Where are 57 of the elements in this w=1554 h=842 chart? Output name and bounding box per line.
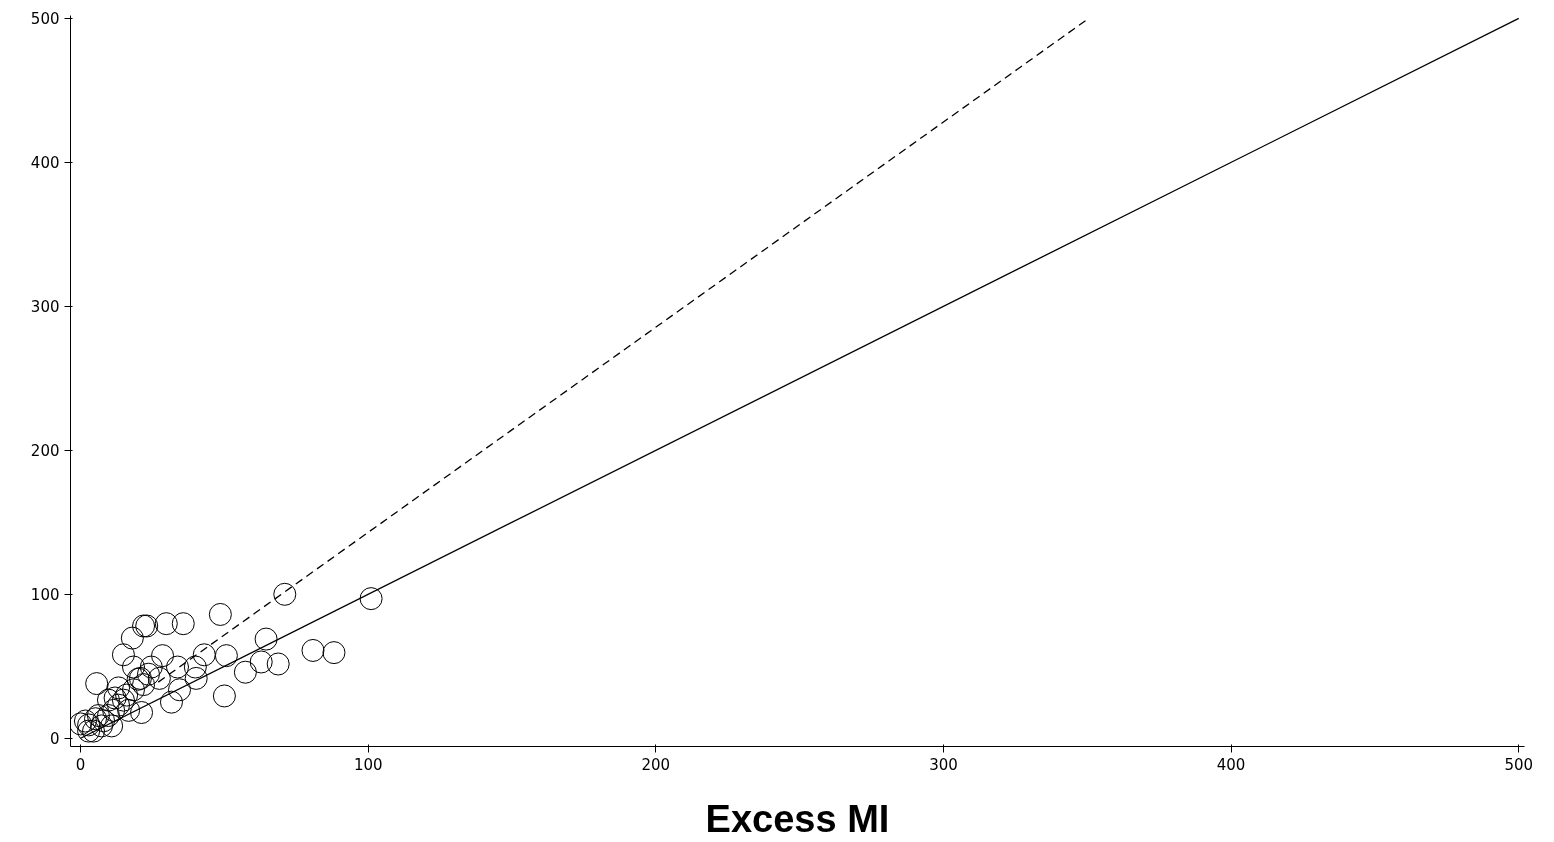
x-tick-label: 400: [1216, 755, 1246, 774]
y-tick-label: 100: [30, 586, 60, 605]
y-tick-label: 300: [30, 298, 60, 317]
point: [359, 587, 383, 611]
y-tick-label: 500: [30, 10, 60, 29]
point: [90, 714, 114, 738]
point: [82, 719, 106, 743]
point: [147, 666, 171, 690]
point: [121, 655, 145, 679]
point: [171, 612, 195, 636]
point: [102, 698, 126, 722]
point: [107, 693, 131, 717]
point: [136, 662, 160, 686]
point: [107, 676, 131, 700]
y-tick-label: 0: [49, 730, 60, 749]
point: [121, 678, 145, 702]
point: [212, 684, 236, 708]
point: [111, 643, 135, 667]
x-tick-label: 100: [353, 755, 383, 774]
point: [266, 652, 290, 676]
point: [214, 644, 238, 668]
point: [132, 673, 156, 697]
point: [100, 714, 124, 738]
point: [117, 698, 141, 722]
point: [273, 582, 297, 606]
point: [254, 627, 278, 651]
point: [151, 644, 175, 668]
point: [130, 701, 154, 724]
x-tick-label: 500: [1504, 755, 1534, 774]
point: [115, 683, 139, 707]
point: [166, 655, 189, 679]
point: [96, 704, 120, 728]
x-tick-label: 200: [641, 755, 671, 774]
point: [183, 655, 207, 679]
point: [184, 666, 208, 690]
point: [103, 686, 127, 710]
point: [120, 626, 144, 650]
point: [168, 678, 192, 702]
point: [301, 638, 325, 662]
point: [85, 672, 109, 696]
point: [154, 612, 178, 636]
x-tick-label: 300: [929, 755, 958, 774]
point: [77, 719, 101, 743]
point: [249, 650, 273, 674]
x-axis-title: Excess MI: [705, 797, 890, 840]
point: [92, 709, 116, 733]
point: [111, 688, 135, 712]
point: [208, 602, 232, 626]
point: [322, 641, 346, 665]
point: [233, 660, 257, 684]
point: [159, 690, 183, 714]
y-tick-label: 200: [30, 442, 60, 461]
point: [192, 643, 216, 667]
x-tick-label: 0: [75, 755, 86, 774]
point: [96, 688, 120, 712]
y-tick-label: 400: [30, 154, 60, 173]
point: [139, 655, 163, 679]
